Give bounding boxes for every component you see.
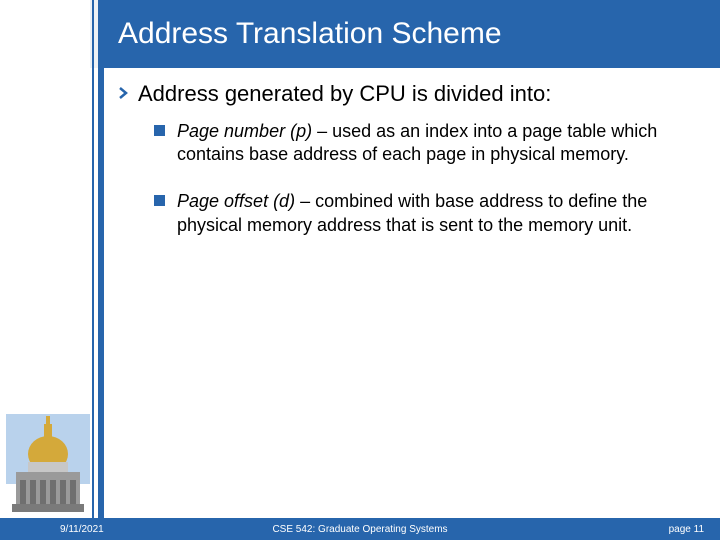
main-bullet: Address generated by CPU is divided into… — [118, 80, 690, 108]
footer-bar: 9/11/2021 CSE 542: Graduate Operating Sy… — [0, 518, 720, 540]
footer-course: CSE 542: Graduate Operating Systems — [272, 524, 447, 535]
left-rail — [0, 0, 100, 540]
sub-bullet: Page number (p) – used as an index into … — [154, 120, 690, 167]
main-bullet-text: Address generated by CPU is divided into… — [138, 80, 551, 108]
title-bar: Address Translation Scheme — [100, 0, 720, 68]
slide-title: Address Translation Scheme — [118, 17, 502, 51]
sub-bullet-list: Page number (p) – used as an index into … — [154, 120, 690, 238]
sub-bullet-text: Page offset (d) – combined with base add… — [177, 190, 690, 237]
footer-date: 9/11/2021 — [60, 524, 104, 535]
dome-building-icon — [6, 414, 90, 512]
square-bullet-icon — [154, 195, 165, 206]
square-bullet-icon — [154, 125, 165, 136]
rail-line-thin — [92, 0, 94, 518]
slide: Address Translation Scheme Address gener… — [0, 0, 720, 540]
arrow-bullet-icon — [118, 86, 130, 100]
sub-bullet-text: Page number (p) – used as an index into … — [177, 120, 690, 167]
rail-line-thick — [98, 0, 104, 518]
sub-bullet: Page offset (d) – combined with base add… — [154, 190, 690, 237]
footer-page: page 11 — [669, 524, 704, 535]
content-area: Address generated by CPU is divided into… — [118, 80, 690, 261]
